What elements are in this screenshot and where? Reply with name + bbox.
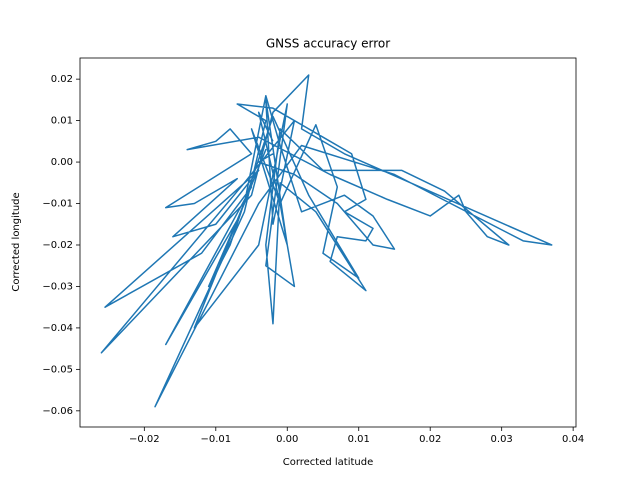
y-tick-label: −0.02	[42, 240, 73, 251]
y-tick-label: −0.04	[42, 323, 73, 334]
plot-frame	[79, 57, 577, 428]
y-tick-label: −0.05	[42, 364, 73, 375]
x-axis-label: Corrected latitude	[283, 457, 374, 468]
y-tick-label: −0.03	[42, 281, 73, 292]
x-tick-label: 0.04	[562, 434, 584, 445]
x-tick-label: −0.02	[129, 434, 160, 445]
y-axis-label: Corrected longitude	[11, 192, 22, 291]
y-tick-label: −0.06	[42, 406, 73, 417]
y-tick-label: −0.01	[42, 199, 73, 210]
x-tick-label: −0.01	[200, 434, 231, 445]
x-tick-label: 0.03	[491, 434, 513, 445]
data-line	[100, 74, 553, 408]
y-tick-label: 0.02	[51, 74, 73, 85]
chart-title: GNSS accuracy error	[266, 37, 390, 51]
y-tick-label: 0.01	[51, 116, 73, 127]
x-tick-label: 0.00	[276, 434, 298, 445]
x-tick-label: 0.02	[419, 434, 441, 445]
x-tick-label: 0.01	[348, 434, 370, 445]
y-tick-label: 0.00	[51, 157, 73, 168]
